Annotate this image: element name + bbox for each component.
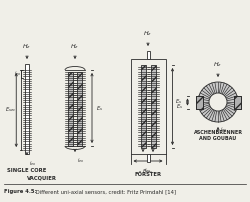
Text: $i_{ex}$: $i_{ex}$	[220, 126, 228, 135]
Bar	[77, 72, 82, 146]
Text: $i_{ex}$: $i_{ex}$	[77, 156, 84, 165]
Bar	[130, 59, 166, 154]
Text: VACQUIER: VACQUIER	[27, 175, 57, 180]
Text: $E_s$: $E_s$	[96, 105, 103, 114]
Text: $i_{ex}$: $i_{ex}$	[144, 166, 152, 175]
Circle shape	[209, 93, 227, 111]
Text: FÖRSTER: FÖRSTER	[134, 172, 162, 177]
Bar	[150, 65, 156, 148]
Text: $H_z$: $H_z$	[214, 60, 222, 69]
Bar	[234, 96, 240, 108]
Text: $H_z$: $H_z$	[70, 42, 80, 51]
Text: SINGLE CORE: SINGLE CORE	[7, 168, 47, 173]
Text: ASCHENBRENNER: ASCHENBRENNER	[194, 130, 242, 135]
Text: AND GOUBAU: AND GOUBAU	[200, 136, 236, 141]
Bar	[140, 65, 145, 148]
Text: $E_{sec}$: $E_{sec}$	[6, 106, 17, 115]
Bar	[196, 96, 202, 108]
Text: $E_{sec}$: $E_{sec}$	[142, 167, 154, 176]
Bar	[68, 72, 73, 146]
Text: $E_s$: $E_s$	[175, 98, 182, 106]
Bar	[146, 51, 150, 59]
Bar	[25, 64, 29, 154]
Text: $H_z$: $H_z$	[144, 29, 152, 38]
Text: Figure 4.5:: Figure 4.5:	[4, 189, 36, 194]
Bar	[146, 154, 150, 162]
Bar	[234, 96, 240, 108]
Circle shape	[198, 82, 238, 122]
Text: $i_{ex}$: $i_{ex}$	[14, 69, 21, 78]
Bar	[196, 96, 202, 108]
Text: $i_{ex}$: $i_{ex}$	[29, 159, 36, 168]
Text: Different uni-axial sensors, credit: Fritz Primdahl [14]: Different uni-axial sensors, credit: Fri…	[34, 189, 176, 194]
Text: $H_z$: $H_z$	[22, 42, 32, 51]
Text: $E_s$: $E_s$	[176, 102, 184, 111]
